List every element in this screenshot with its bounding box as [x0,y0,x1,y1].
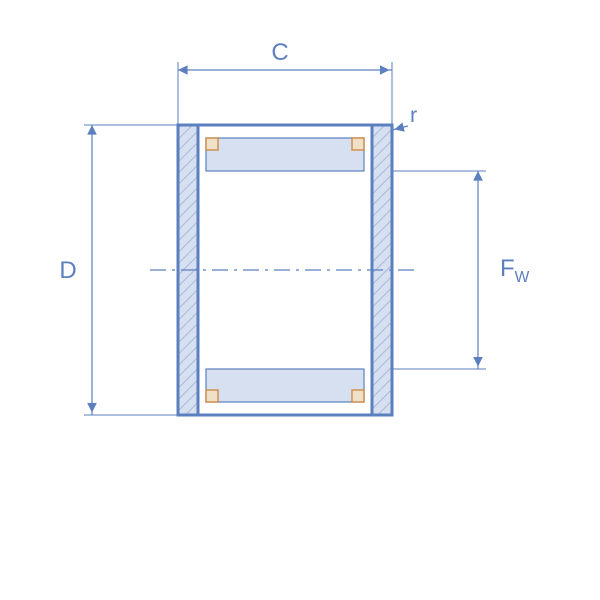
label-fw: FW [500,255,530,286]
corner-square-2 [206,390,218,402]
roller-top [206,138,364,171]
corner-square-3 [352,390,364,402]
bearing-cross-section-diagram: C D FW r [0,0,600,600]
roller-bottom [206,369,364,402]
label-c: C [271,39,288,66]
leader-r [392,126,408,130]
label-r: r [410,102,417,127]
corner-square-0 [206,138,218,150]
corner-square-1 [352,138,364,150]
label-d: D [59,257,76,284]
